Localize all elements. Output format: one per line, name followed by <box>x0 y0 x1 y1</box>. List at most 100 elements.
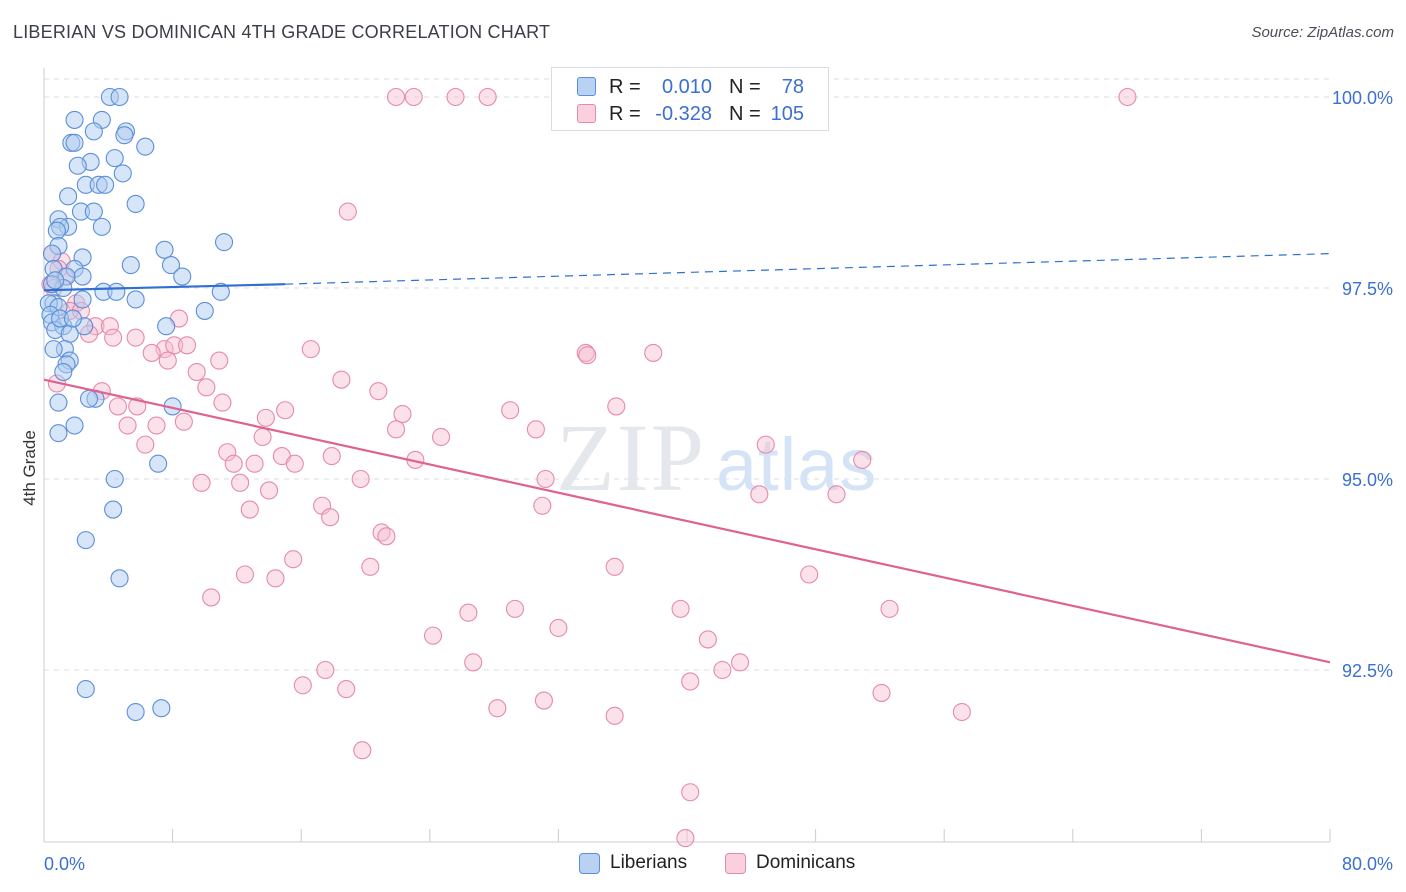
dominican-point <box>459 603 478 622</box>
legend-r-label: R = <box>609 102 641 125</box>
liberian-point <box>195 301 214 320</box>
dominican-point <box>750 485 769 504</box>
liberian-point <box>161 256 181 275</box>
liberian-point <box>79 389 99 408</box>
dominican-point <box>316 660 335 680</box>
liberian-point <box>104 500 123 519</box>
dominican-point <box>730 653 750 672</box>
y-tick-label: 97.5% <box>1342 279 1393 299</box>
dominicans-swatch <box>577 104 596 123</box>
dominican-point <box>872 683 891 702</box>
dominican-point <box>285 454 304 473</box>
dominican-point <box>259 481 279 500</box>
legend-r-value: 0.010 <box>661 75 712 98</box>
legend-item-dominicans: Dominicans <box>725 852 855 874</box>
liberian-point <box>96 175 115 194</box>
dominican-point <box>353 741 372 760</box>
liberian-point <box>107 282 126 301</box>
dominican-point <box>218 443 237 462</box>
grid-lines <box>44 78 1330 671</box>
dominican-point <box>178 336 197 355</box>
dominican-point <box>853 450 872 469</box>
dominican-point <box>880 599 899 618</box>
dominican-point <box>505 599 525 618</box>
dominican-point <box>231 473 250 492</box>
dominican-point <box>1118 87 1137 107</box>
liberian-point <box>136 137 155 156</box>
dominican-point <box>338 202 357 221</box>
dominican-point <box>136 435 155 454</box>
legend-r-value: -0.328 <box>655 102 712 125</box>
dominican-point <box>256 408 275 427</box>
dominican-point <box>253 427 272 447</box>
dominican-point <box>526 420 545 439</box>
dominican-point <box>351 469 370 489</box>
legend-series: Liberians Dominicans <box>0 852 1406 876</box>
liberian-point <box>173 267 192 286</box>
dominican-point <box>533 496 552 515</box>
liberian-point <box>105 469 124 489</box>
liberian-point <box>121 256 140 275</box>
legend-n-value: 105 <box>770 102 804 125</box>
liberian-point <box>110 569 129 588</box>
liberian-point <box>54 362 73 382</box>
dominican-point <box>578 346 597 365</box>
trend-lines <box>43 253 1331 664</box>
dominican-point <box>404 87 423 107</box>
liberian-point <box>126 194 145 214</box>
legend-label-dominicans: Dominicans <box>756 852 856 873</box>
legend-item-liberians: Liberians <box>579 852 687 874</box>
dominican-point <box>607 397 626 416</box>
dominicans-points <box>41 87 1137 848</box>
dominican-point <box>104 328 123 347</box>
liberian-point <box>126 702 145 722</box>
dominican-point <box>213 393 232 412</box>
source-label: Source: ZipAtlas.com <box>1251 24 1394 41</box>
liberians-legend-swatch <box>579 852 600 874</box>
liberian-point <box>110 87 129 107</box>
liberian-point <box>126 290 145 309</box>
liberian-point <box>73 290 92 309</box>
dominican-point <box>210 351 229 370</box>
watermark: ZIP atlas <box>556 404 877 511</box>
dominican-point <box>332 370 351 389</box>
dominican-point <box>108 397 127 416</box>
liberian-point <box>84 202 103 221</box>
dominican-point <box>423 626 443 645</box>
dominicans-trend-line <box>43 378 1331 664</box>
dominican-point <box>321 508 340 527</box>
dominican-point <box>676 829 695 848</box>
dominican-point <box>605 706 624 725</box>
liberian-point <box>73 267 92 286</box>
dominicans-legend-swatch <box>725 852 746 874</box>
dominican-point <box>337 680 356 699</box>
liberians-points <box>39 87 234 722</box>
y-axis-label: 4th Grade <box>20 430 39 506</box>
axes <box>43 68 1331 843</box>
y-tick-label: 100.0% <box>1332 88 1393 108</box>
liberian-point <box>84 122 103 141</box>
dominican-point <box>681 783 700 802</box>
liberian-point <box>65 416 84 435</box>
liberian-point <box>115 126 134 145</box>
dominican-point <box>187 362 206 382</box>
dominican-point <box>284 550 303 569</box>
dominican-point <box>386 420 406 439</box>
dominican-point <box>756 435 775 454</box>
dominican-point <box>488 699 507 718</box>
dominican-point <box>165 336 184 355</box>
dominican-point <box>224 454 243 473</box>
dominican-point <box>713 660 732 680</box>
dominican-point <box>118 416 137 435</box>
dominican-point <box>432 427 451 447</box>
liberian-point <box>49 424 68 443</box>
dominican-point <box>147 416 166 435</box>
svg-text:atlas: atlas <box>716 423 877 506</box>
liberian-point <box>42 244 62 263</box>
dominican-point <box>174 412 193 431</box>
dominican-point <box>266 569 285 588</box>
dominican-point <box>827 485 846 504</box>
dominican-point <box>681 672 700 691</box>
liberian-point <box>68 156 87 175</box>
